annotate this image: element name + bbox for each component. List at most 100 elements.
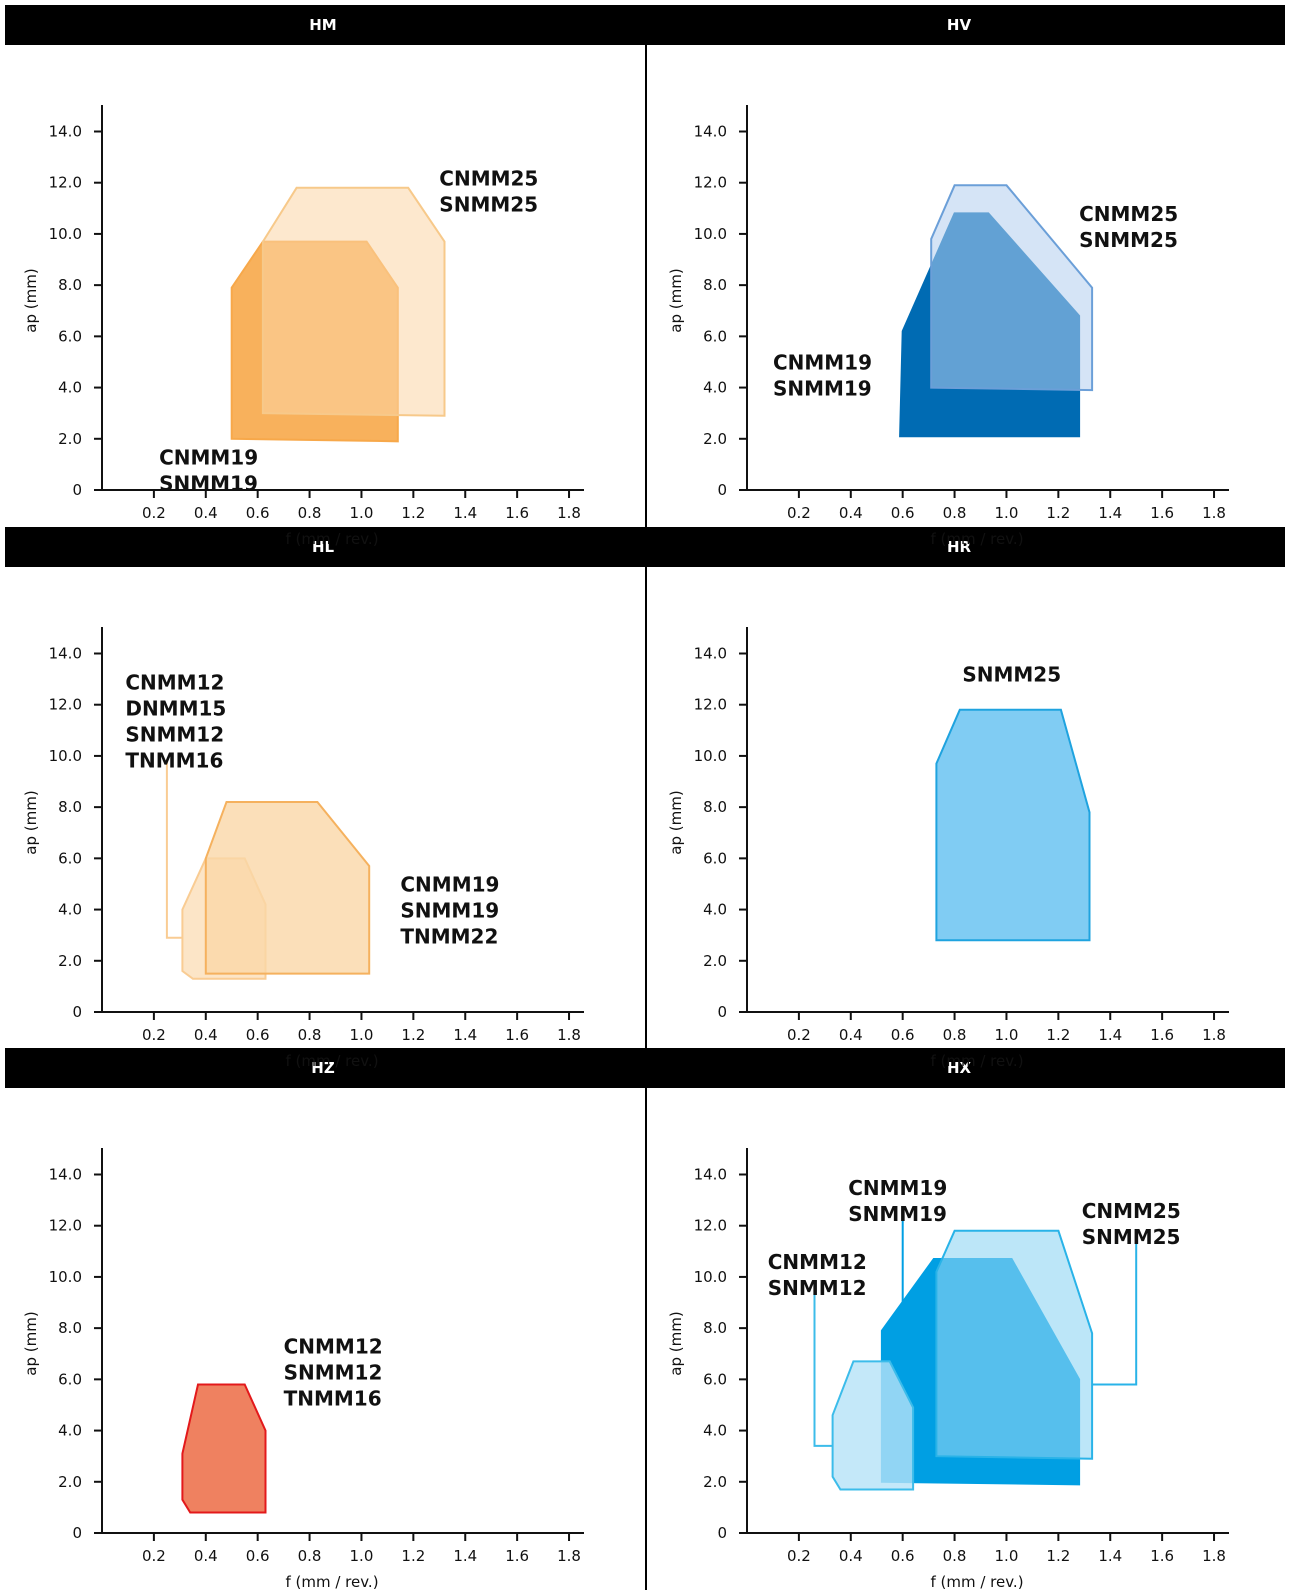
panel-title-hl: HL [311, 538, 335, 556]
y-tick-label: 2.0 [703, 1473, 727, 1491]
x-tick-label: 0.6 [246, 1026, 270, 1044]
y-tick-label: 2.0 [58, 430, 82, 448]
x-tick-label: 1.0 [350, 1026, 374, 1044]
region-label: CNMM12 [284, 1335, 383, 1359]
x-tick-label: 0.4 [839, 1026, 863, 1044]
chart-hm: 0 2.0 4.0 6.0 8.0 10.0 12.0 14.0 0.2 0.4 0.6 0.8 1.0… [22, 105, 584, 548]
x-tick-label: 1.8 [557, 1026, 581, 1044]
region-cnmm19 [204, 801, 371, 975]
y-tick-label: 14.0 [49, 122, 82, 140]
x-tick-label: 1.2 [401, 504, 425, 522]
x-tick-label: 1.6 [1150, 1026, 1174, 1044]
y-tick-label: 2.0 [58, 952, 82, 970]
x-axis-label: f (mm / rev.) [930, 530, 1023, 548]
y-tick-label: 14.0 [49, 644, 82, 662]
chart-hx: 0 2.0 4.0 6.0 8.0 10.0 12.0 14.0 0.2 0.4 0.6 0.8 1.0… [667, 1148, 1229, 1590]
x-tick-label: 1.0 [995, 1547, 1019, 1565]
y-tick-label: 0 [72, 1524, 82, 1542]
x-tick-label: 1.8 [1202, 504, 1226, 522]
x-tick-label: 1.4 [1098, 1026, 1122, 1044]
y-axis-label: ap (mm) [22, 790, 40, 854]
column-divider [645, 567, 647, 1048]
y-tick-label: 0 [717, 1003, 727, 1021]
y-tick-label: 6.0 [58, 1370, 82, 1388]
x-tick-label: 0.8 [943, 1547, 967, 1565]
x-tick-label: 0.6 [246, 504, 270, 522]
header-bar-row2: HL HR [5, 527, 1285, 567]
x-tick-label: 0.6 [891, 1026, 915, 1044]
region-label: SNMM25 [1082, 1225, 1181, 1249]
region-cnmm25 [935, 1229, 1094, 1460]
x-tick-label: 1.2 [1046, 1026, 1070, 1044]
y-axis-label: ap (mm) [22, 1311, 40, 1375]
panel-title-hx: HX [946, 1059, 972, 1077]
header-bar-row1: HM HV [5, 5, 1285, 45]
y-tick-label: 10.0 [49, 747, 82, 765]
x-tick-label: 1.6 [505, 1026, 529, 1044]
x-axis-label: f (mm / rev.) [930, 1052, 1023, 1070]
x-tick-label: 1.0 [350, 504, 374, 522]
y-tick-label: 14.0 [49, 1165, 82, 1183]
x-axis-label: f (mm / rev.) [285, 1052, 378, 1070]
region-cnmm25 [930, 184, 1094, 392]
x-tick-label: 1.8 [1202, 1547, 1226, 1565]
region-label: SNMM19 [773, 377, 872, 401]
x-tick-label: 1.2 [401, 1547, 425, 1565]
region-label: CNMM25 [1079, 202, 1178, 226]
region-label: SNMM19 [848, 1202, 947, 1226]
x-tick-label: 0.2 [142, 1026, 166, 1044]
column-divider [645, 1088, 647, 1590]
region-label: CNMM25 [439, 166, 538, 190]
y-tick-label: 6.0 [703, 327, 727, 345]
chart-hv: 0 2.0 4.0 6.0 8.0 10.0 12.0 14.0 0.2 0.4 0.6 0.8 1.0… [667, 105, 1229, 548]
x-tick-label: 1.2 [1046, 504, 1070, 522]
x-tick-label: 0.2 [787, 1026, 811, 1044]
y-tick-label: 4.0 [703, 901, 727, 919]
x-tick-label: 1.8 [1202, 1026, 1226, 1044]
chart-hr: 0 2.0 4.0 6.0 8.0 10.0 12.0 14.0 0.2 0.4 0.6 0.8 1.0… [667, 627, 1229, 1070]
x-tick-label: 1.6 [1150, 1547, 1174, 1565]
region-label: SNMM25 [962, 663, 1061, 687]
x-tick-label: 0.4 [194, 1547, 218, 1565]
x-tick-label: 1.2 [1046, 1547, 1070, 1565]
y-axis-label: ap (mm) [22, 268, 40, 332]
leader-line [165, 761, 183, 939]
y-tick-label: 14.0 [694, 122, 727, 140]
region-cnmm25 [261, 186, 446, 417]
region-label: TNMM22 [400, 925, 498, 949]
y-axis-label: ap (mm) [667, 1311, 685, 1375]
panel-title-hv: HV [946, 16, 972, 34]
y-tick-label: 4.0 [58, 1422, 82, 1440]
x-tick-label: 0.8 [298, 1547, 322, 1565]
leader-line [813, 1282, 833, 1447]
y-tick-label: 2.0 [58, 1473, 82, 1491]
panel-title-hz: HZ [311, 1059, 335, 1077]
y-tick-label: 0 [717, 481, 727, 499]
chart-hl: 0 2.0 4.0 6.0 8.0 10.0 12.0 14.0 0.2 0.4 0.6 0.8 1.0… [22, 627, 584, 1070]
y-tick-label: 12.0 [49, 1217, 82, 1235]
y-tick-label: 10.0 [49, 225, 82, 243]
region-label: TNMM16 [284, 1387, 382, 1411]
x-tick-label: 0.8 [943, 1026, 967, 1044]
y-tick-label: 8.0 [58, 1319, 82, 1337]
x-tick-label: 0.2 [142, 504, 166, 522]
y-tick-label: 8.0 [703, 798, 727, 816]
y-tick-label: 8.0 [58, 276, 82, 294]
y-tick-label: 0 [72, 481, 82, 499]
x-tick-label: 1.2 [401, 1026, 425, 1044]
region-label: SNMM25 [439, 192, 538, 216]
x-tick-label: 0.8 [298, 504, 322, 522]
chart-hz: 0 2.0 4.0 6.0 8.0 10.0 12.0 14.0 0.2 0.4 0.6 0.8 1.0… [22, 1148, 584, 1590]
y-tick-label: 12.0 [49, 696, 82, 714]
x-tick-label: 0.8 [943, 504, 967, 522]
y-tick-label: 2.0 [703, 952, 727, 970]
y-tick-label: 2.0 [703, 430, 727, 448]
y-tick-label: 0 [717, 1524, 727, 1542]
region-label: SNMM12 [284, 1361, 383, 1385]
y-tick-label: 4.0 [58, 379, 82, 397]
header-bar-row3: HZ HX [5, 1048, 1285, 1088]
leader-line [1092, 1238, 1138, 1386]
x-tick-label: 0.2 [787, 504, 811, 522]
x-tick-label: 1.4 [453, 504, 477, 522]
region-snmm25 [935, 708, 1091, 942]
